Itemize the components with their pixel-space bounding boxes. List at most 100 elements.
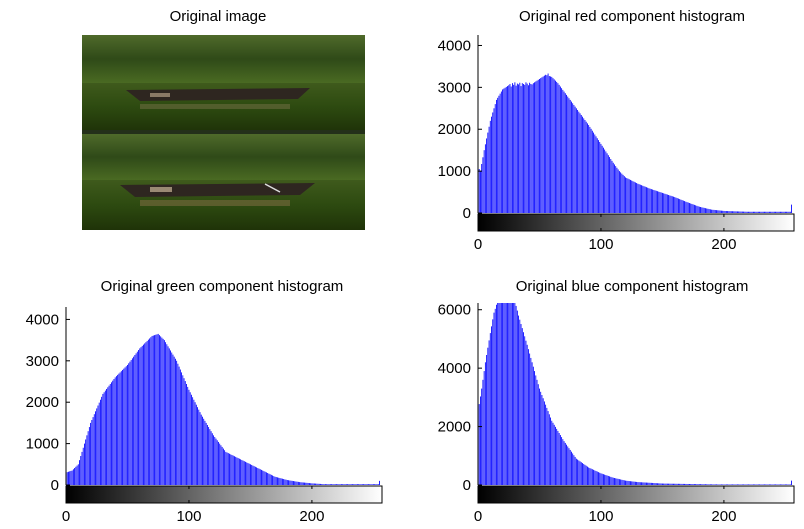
bar [771,211,773,213]
bar [770,484,772,485]
bar [648,482,650,485]
bar [721,484,722,485]
bar [182,375,184,485]
bar [776,211,778,213]
bar [133,356,135,485]
bar [599,142,601,213]
bar [167,346,169,485]
bar [609,476,610,485]
bar [676,483,678,485]
bar [732,484,733,485]
bar [531,84,533,213]
y-tick-label: 0 [463,205,471,222]
bar [599,472,601,485]
chart-title: Original red component histogram [519,8,745,25]
bar [787,211,789,213]
bar [536,379,538,485]
bar [329,484,331,485]
bar [361,484,363,485]
bar [782,484,784,485]
bar [563,91,565,213]
bar [85,439,87,485]
bar [687,483,689,485]
bar [511,83,513,213]
bar [364,484,366,485]
bar [236,457,238,485]
bar [281,478,283,485]
bar [494,308,496,485]
bar [700,484,701,485]
bar [493,108,495,213]
bar [719,210,721,213]
bar [567,96,569,213]
bar [587,123,588,213]
bar [764,211,765,213]
bar [579,113,581,213]
bar [270,474,272,485]
bar [193,399,195,485]
bar [226,452,228,485]
bar [171,352,173,485]
bar [486,355,488,485]
bar [593,132,595,213]
bar [616,167,618,213]
bar [155,334,157,485]
bar [756,211,758,213]
bar [208,427,210,485]
bar [686,483,688,485]
bar [81,451,83,485]
bar [703,207,705,213]
bar [188,389,190,485]
bar [750,484,752,485]
bar [556,81,558,213]
bar [224,450,226,485]
bar [143,344,144,485]
bar [539,388,540,485]
bar [571,101,572,213]
bar [594,134,596,213]
bar [525,340,527,485]
bar [718,484,720,485]
bar [689,484,690,485]
bar [639,482,641,485]
bar [595,470,597,485]
bar [168,348,170,485]
bar [496,99,497,213]
bar [686,202,688,213]
bar [752,484,754,485]
bar [647,187,649,213]
bar [713,484,715,485]
bar [170,350,171,485]
bar [524,84,526,213]
bar [496,304,497,485]
bar [520,324,522,485]
chart-title: Original image [170,8,267,25]
bar [776,484,778,485]
bar [194,402,196,485]
bar [555,80,556,213]
bar [784,211,786,213]
bar [526,83,528,213]
bar [569,449,571,485]
bar [372,484,374,485]
bar [756,484,758,485]
bar [728,484,730,485]
bar [294,481,296,485]
bar [558,84,560,213]
bar [305,482,307,485]
bar [702,207,704,213]
bar [312,483,314,485]
bar [344,484,346,485]
bar [108,385,110,485]
bar [788,484,790,485]
bar [665,194,667,213]
photo [82,35,365,230]
bar [176,360,178,485]
bar [240,459,242,485]
bar [487,347,489,485]
bar [113,379,115,485]
bar [601,473,603,485]
bar [762,484,764,485]
bar [203,418,205,485]
bar [772,211,774,213]
